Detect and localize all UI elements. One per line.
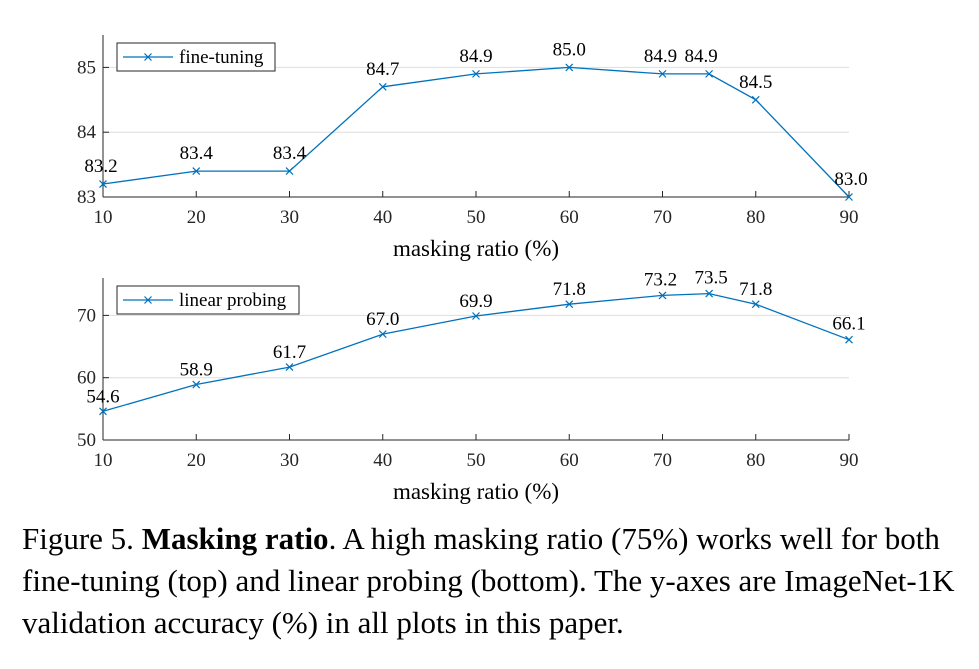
data-point-marker — [285, 363, 294, 372]
data-point-marker — [378, 330, 387, 339]
x-tick-label: 70 — [653, 450, 672, 471]
data-label: 66.1 — [832, 314, 865, 335]
data-label: 84.7 — [366, 59, 399, 80]
x-tick-label: 50 — [467, 450, 486, 471]
x-tick-label: 30 — [280, 207, 299, 228]
data-point-marker — [192, 167, 201, 176]
x-axis-label: masking ratio (%) — [393, 236, 559, 261]
legend-label: linear probing — [179, 290, 287, 311]
data-label: 84.9 — [459, 46, 492, 67]
x-tick-label: 10 — [94, 450, 113, 471]
caption-bold: Masking ratio — [141, 521, 329, 556]
x-tick-label: 80 — [746, 450, 765, 471]
data-label: 67.0 — [366, 309, 399, 330]
data-point-marker — [285, 167, 294, 176]
data-point-marker — [705, 289, 714, 298]
data-point-marker — [472, 312, 480, 320]
data-point-marker — [658, 291, 667, 300]
data-label: 84.9 — [644, 46, 677, 67]
x-tick-label: 60 — [560, 450, 579, 471]
legend: linear probing — [116, 285, 300, 315]
data-point-marker — [565, 63, 574, 72]
data-point-marker — [845, 335, 853, 344]
data-label: 83.2 — [84, 156, 117, 177]
y-tick-label: 84 — [77, 122, 97, 143]
y-tick-label: 83 — [77, 187, 96, 208]
legend-marker — [144, 296, 152, 304]
data-label: 73.5 — [695, 268, 728, 289]
data-point-marker — [99, 180, 107, 188]
data-label: 71.8 — [553, 279, 586, 300]
x-tick-label: 70 — [653, 207, 672, 228]
chart-2: 50 60 70 10 20 30 40 50 60 70 80 90 masking ratio (%… — [77, 268, 866, 504]
chart-1: 83 84 85 10 20 30 40 50 60 70 80 90 masking ratio (%… — [77, 35, 868, 261]
series-line — [102, 292, 850, 412]
data-point-marker — [751, 95, 760, 104]
figure-caption: Figure 5. Masking ratio. A high masking … — [22, 518, 962, 644]
data-label: 83.4 — [180, 143, 214, 164]
x-tick-label: 40 — [373, 207, 392, 228]
data-label: 54.6 — [86, 386, 119, 407]
x-tick-label: 20 — [187, 450, 206, 471]
data-label: 84.9 — [685, 46, 718, 67]
x-tick-label: 20 — [187, 207, 206, 228]
data-label: 73.2 — [644, 269, 677, 290]
data-point-marker — [99, 407, 107, 416]
data-point-marker — [378, 82, 387, 91]
data-label: 83.4 — [273, 143, 307, 164]
y-tick-label: 60 — [77, 368, 96, 389]
legend-label: fine-tuning — [179, 47, 264, 68]
y-tick-label: 50 — [77, 430, 96, 451]
legend-marker — [144, 53, 152, 61]
x-tick-label: 30 — [280, 450, 299, 471]
data-label: 71.8 — [739, 279, 772, 300]
legend: fine-tuning — [116, 42, 276, 72]
data-label: 58.9 — [180, 360, 213, 381]
data-point-marker — [565, 300, 574, 309]
x-tick-label: 90 — [840, 207, 859, 228]
data-label: 85.0 — [553, 39, 586, 60]
data-point-marker — [472, 69, 480, 78]
data-point-marker — [845, 193, 853, 201]
caption-prefix: Figure 5. — [22, 521, 142, 556]
series-line — [102, 66, 850, 198]
x-tick-label: 60 — [560, 207, 579, 228]
data-point-marker — [192, 380, 201, 389]
x-tick-label: 80 — [746, 207, 765, 228]
data-label: 84.5 — [739, 72, 772, 93]
x-tick-label: 10 — [94, 207, 113, 228]
data-point-marker — [658, 69, 667, 78]
figure-charts: 83 84 85 10 20 30 40 50 60 70 80 90 masking ratio (%… — [77, 35, 868, 504]
caption-text: . A high masking ratio (75%) works well … — [22, 521, 955, 640]
data-label: 61.7 — [273, 342, 306, 363]
data-point-marker — [705, 69, 714, 78]
x-axis-label: masking ratio (%) — [393, 479, 559, 504]
x-tick-label: 40 — [373, 450, 392, 471]
x-tick-label: 90 — [840, 450, 859, 471]
data-label: 83.0 — [834, 169, 867, 190]
data-point-marker — [751, 300, 760, 309]
y-tick-label: 70 — [77, 305, 96, 326]
x-tick-label: 50 — [467, 207, 486, 228]
y-tick-label: 85 — [77, 57, 96, 78]
data-label: 69.9 — [459, 291, 492, 312]
